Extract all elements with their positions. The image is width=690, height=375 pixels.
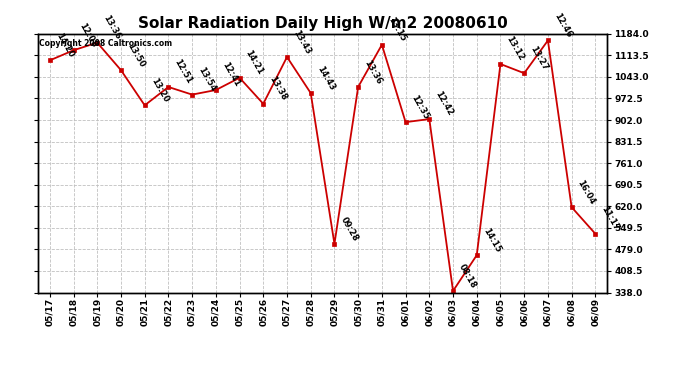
Text: 12:42: 12:42 (433, 90, 455, 118)
Text: 12:51: 12:51 (172, 58, 194, 86)
Text: 14:43: 14:43 (315, 64, 336, 92)
Text: 14:15: 14:15 (481, 226, 502, 254)
Title: Solar Radiation Daily High W/m2 20080610: Solar Radiation Daily High W/m2 20080610 (138, 16, 507, 31)
Text: 09:28: 09:28 (339, 215, 359, 243)
Text: 13:15: 13:15 (386, 16, 407, 44)
Text: 12:35: 12:35 (410, 93, 431, 121)
Text: 14:20: 14:20 (54, 31, 75, 59)
Text: 12:08: 12:08 (78, 21, 99, 49)
Text: 13:54: 13:54 (196, 66, 217, 93)
Text: 13:50: 13:50 (125, 41, 146, 69)
Text: 12:46: 12:46 (552, 11, 573, 39)
Text: 13:43: 13:43 (291, 28, 313, 56)
Text: 13:38: 13:38 (268, 75, 288, 102)
Text: 13:36: 13:36 (101, 13, 123, 41)
Text: 08:18: 08:18 (457, 262, 478, 290)
Text: 13:27: 13:27 (529, 44, 549, 72)
Text: Copyright 2008 Caltronics.com: Copyright 2008 Caltronics.com (39, 39, 172, 48)
Text: 14:21: 14:21 (244, 49, 265, 76)
Text: 16:04: 16:04 (575, 178, 597, 206)
Text: 13:36: 13:36 (362, 58, 384, 86)
Text: 12:41: 12:41 (220, 61, 242, 88)
Text: 13:20: 13:20 (149, 76, 170, 104)
Text: 11:17: 11:17 (600, 205, 621, 232)
Text: 13:12: 13:12 (504, 35, 526, 63)
